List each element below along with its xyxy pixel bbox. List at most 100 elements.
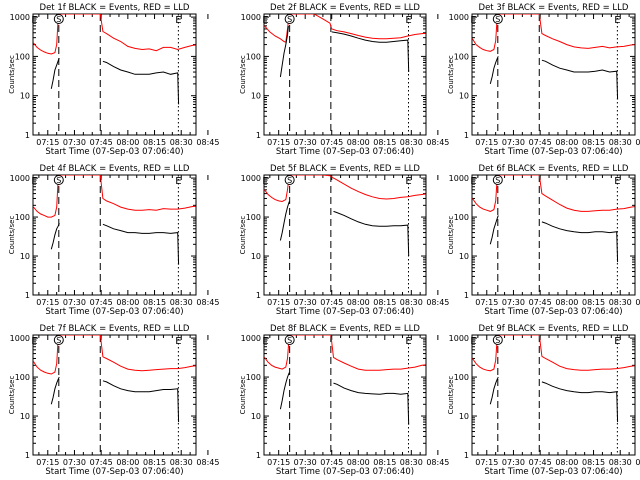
x-tick-label: 08:30 [609,458,632,467]
events-line [279,201,290,241]
y-tick-label: 1 [256,291,261,300]
y-tick-label: 1000 [10,13,30,22]
x-tick-label: 08:30 [170,298,193,307]
y-tick-label: 10 [251,92,261,101]
x-tick-label: 07:45 [529,458,552,467]
x-axis-label: Start Time (07-Sep-03 07:06:40) [276,147,414,157]
x-axis-label: Start Time (07-Sep-03 07:06:40) [45,467,183,477]
x-tick-label: 08:00 [116,298,139,307]
x-tick-label: 07:15 [475,458,498,467]
plot-frame [471,13,636,136]
y-tick-label: 1000 [10,174,30,183]
y-axis-label: Counts/sec [239,55,247,94]
x-tick-label: 07:15 [36,298,59,307]
plot-frame [32,334,197,456]
x-tick-label: 07:30 [294,458,317,467]
x-axis-label: Start Time (07-Sep-03 07:06:40) [45,307,183,317]
x-tick-label: 08:45 [426,138,449,147]
marker-s-label: S [56,15,61,24]
events-line [102,60,180,105]
x-tick-label: 08:15 [582,138,605,147]
events-line [541,221,619,263]
lld-line [33,175,196,218]
y-tick-label: 1 [464,291,469,300]
y-axis-label: Counts/sec [239,376,247,415]
x-tick-label: 08:15 [582,458,605,467]
x-tick-label: 08:45 [196,298,219,307]
x-tick-label: 08:00 [555,138,578,147]
marker-s-label: S [495,176,500,185]
y-tick-label: 100 [15,52,30,61]
panel-title: Det 7f BLACK = Events, RED = LLD [40,324,190,334]
marker-e-label: E [470,15,476,26]
marker-e-label: E [175,15,181,26]
events-line [489,376,499,405]
x-tick-label: 08:00 [347,138,370,147]
events-line [541,381,619,423]
events-line [541,59,619,100]
marker-s-circle [284,335,295,345]
marker-e-label: E [262,336,268,347]
events-line [50,376,60,405]
marker-e-label: E [405,336,411,347]
panel-det-9: Det 9f BLACK = Events, RED = LLD 1 10 100 10… [447,324,640,477]
lld-line [472,335,635,372]
x-axis-label: Start Time (07-Sep-03 07:06:40) [484,307,622,317]
marker-e-label: E [470,336,476,347]
y-tick-label: 10 [20,92,30,101]
events-line [279,372,290,410]
y-axis-label: Counts/sec [239,216,247,255]
x-axis-label: Start Time (07-Sep-03 07:06:40) [276,307,414,317]
series-group [472,335,635,423]
x-tick-label: 07:45 [320,458,343,467]
panel-det-4: Det 4f BLACK = Events, RED = LLD 1 10 100 10… [8,164,219,317]
marker-s-circle [284,14,295,24]
marker-s-label: S [56,336,61,345]
x-tick-label: 07:30 [294,138,317,147]
panel-title: Det 4f BLACK = Events, RED = LLD [40,164,190,174]
marker-s-label: S [287,176,292,185]
x-tick-label: 07:45 [529,138,552,147]
events-line [102,380,180,423]
y-tick-label: 100 [454,213,469,222]
x-tick-label: 07:15 [267,138,290,147]
x-tick-label: 08:00 [555,458,578,467]
x-tick-label: 08:30 [400,298,423,307]
y-tick-label: 1000 [449,13,469,22]
x-tick-label: 08:30 [609,138,632,147]
marker-s-circle [492,175,503,185]
events-line [489,215,499,245]
y-tick-label: 10 [20,252,30,261]
events-line [489,56,499,85]
panel-title: Det 3f BLACK = Events, RED = LLD [479,3,629,13]
y-axis-label: Counts/sec [447,376,455,415]
panel-det-7: Det 7f BLACK = Events, RED = LLD 1 10 100 10… [8,324,219,477]
x-tick-label: 07:45 [90,138,113,147]
events-line [50,222,60,250]
panel-det-3: Det 3f BLACK = Events, RED = LLD 1 10 100 10… [447,3,640,157]
x-tick-label: 07:45 [90,298,113,307]
x-tick-label: 08:00 [555,298,578,307]
marker-s-circle [492,335,503,345]
x-tick-label: 08:00 [116,138,139,147]
events-line [50,57,60,89]
marker-s-circle [53,14,64,24]
x-tick-label: 08:30 [609,298,632,307]
panel-det-2: Det 2f BLACK = Events, RED = LLD 1 10 100 10… [239,3,449,157]
x-tick-label: 08:00 [347,298,370,307]
marker-s-label: S [287,336,292,345]
x-tick-label: 07:15 [267,298,290,307]
y-tick-label: 1000 [449,174,469,183]
y-tick-label: 1000 [449,334,469,343]
x-tick-label: 08:45 [426,458,449,467]
x-tick-label: 08:30 [170,138,193,147]
y-tick-label: 10 [459,252,469,261]
x-tick-label: 08:30 [170,458,193,467]
x-tick-label: 07:15 [475,298,498,307]
x-tick-label: 07:30 [502,458,525,467]
lld-line [472,175,635,212]
x-tick-label: 08:45 [426,298,449,307]
x-tick-label: 07:30 [294,298,317,307]
y-tick-label: 100 [246,213,261,222]
x-tick-label: 08:00 [347,458,370,467]
